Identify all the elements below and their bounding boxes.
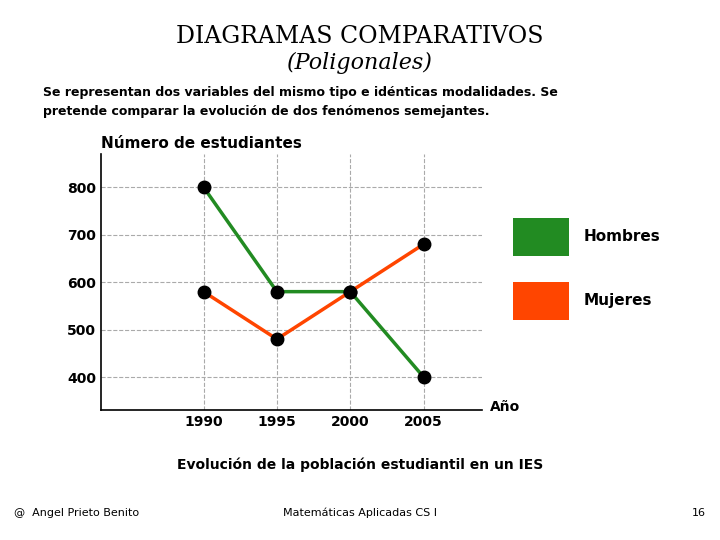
Text: Número de estudiantes: Número de estudiantes bbox=[101, 136, 302, 151]
Text: (Poligonales): (Poligonales) bbox=[287, 52, 433, 75]
Text: Se representan dos variables del mismo tipo e idénticas modalidades. Se
pretende: Se representan dos variables del mismo t… bbox=[43, 86, 558, 118]
Text: Mujeres: Mujeres bbox=[583, 293, 652, 308]
Bar bbox=[513, 218, 570, 256]
Text: Matemáticas Aplicadas CS I: Matemáticas Aplicadas CS I bbox=[283, 508, 437, 518]
Text: Hombres: Hombres bbox=[583, 230, 660, 245]
Text: 16: 16 bbox=[692, 508, 706, 518]
Text: @  Angel Prieto Benito: @ Angel Prieto Benito bbox=[14, 508, 140, 518]
Text: DIAGRAMAS COMPARATIVOS: DIAGRAMAS COMPARATIVOS bbox=[176, 25, 544, 48]
Bar bbox=[513, 282, 570, 320]
Text: Año: Año bbox=[490, 400, 520, 414]
Text: Evolución de la población estudiantil en un IES: Evolución de la población estudiantil en… bbox=[177, 458, 543, 472]
